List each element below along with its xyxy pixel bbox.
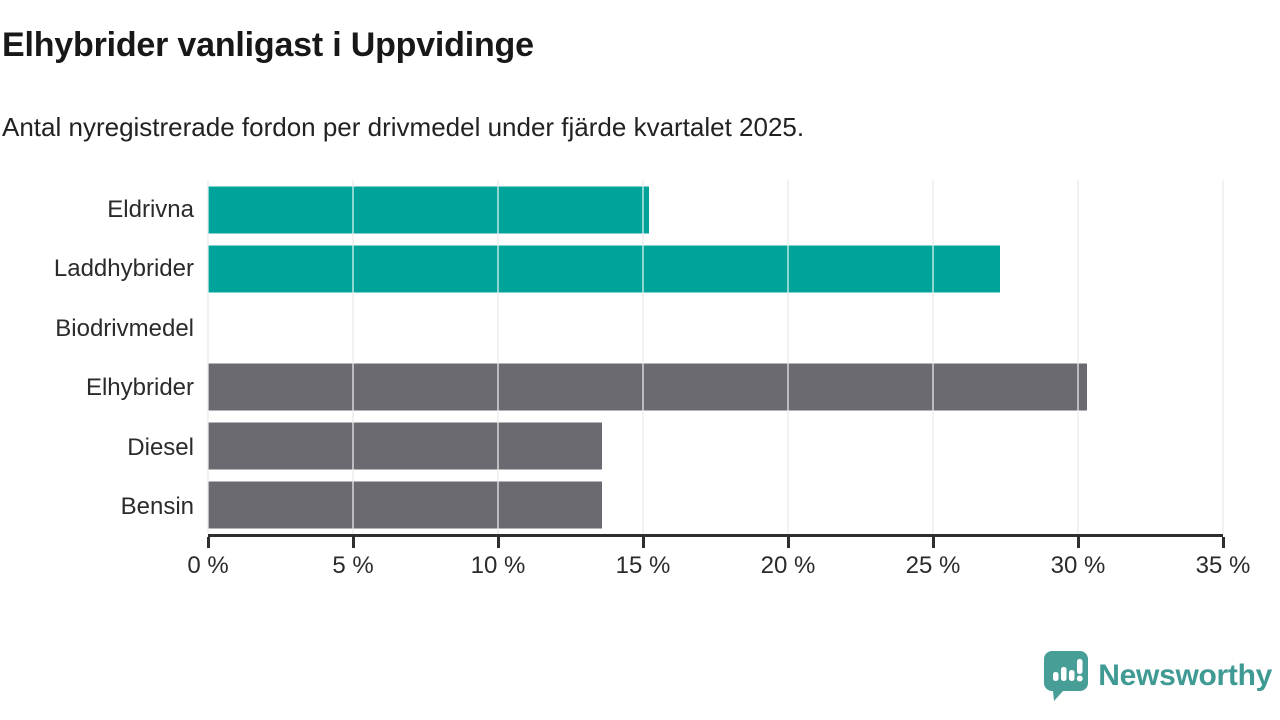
x-axis-tick-label-15: 15 % [615,552,671,579]
bar-row-eldrivna [208,180,1223,239]
bar-chart: Eldrivna Laddhybrider Biodrivmedel Elhybrid… [0,180,1250,600]
brand-logo: Newsworthy [1043,650,1272,702]
bars-container [208,180,1223,534]
x-axis-tick-30 [1076,537,1080,548]
bar-diesel [208,422,603,469]
bar-row-bensin [208,475,1223,534]
bar-row-diesel [208,416,1223,475]
gridline-overlay-10 [497,180,499,534]
x-axis-tick-label-30: 30 % [1050,552,1106,579]
x-axis-tick-label-5: 5 % [332,552,374,579]
category-label-eldrivna: Eldrivna [107,195,194,223]
x-axis-tick-label-35: 35 % [1195,552,1251,579]
gridline-overlay-20 [787,180,789,534]
x-axis-tick-15 [641,537,645,548]
gridline-overlay-15 [642,180,644,534]
x-axis-tick-label-25: 25 % [905,552,961,579]
x-axis-tick-35 [1221,537,1225,548]
category-labels: Eldrivna Laddhybrider Biodrivmedel Elhybrid… [0,180,208,537]
category-label-bensin: Bensin [120,493,194,521]
gridline-overlay-30 [1077,180,1079,534]
bar-eldrivna [208,186,649,233]
bar-laddhybrider [208,245,1000,292]
gridline-overlay-0 [207,180,209,534]
bar-bensin [208,481,603,528]
brand-name: Newsworthy [1098,659,1272,692]
bar-row-biodrivmedel [208,298,1223,357]
chart-subtitle: Antal nyregistrerade fordon per drivmede… [2,112,805,142]
category-label-elhybrider: Elhybrider [85,374,194,402]
gridline-overlay-35 [1222,180,1224,534]
plot-area: 0 % 5 % 10 % 15 % 20 % 25 % 30 % 35 % [187,180,1250,579]
x-axis-tick-10 [496,537,500,548]
category-label-biodrivmedel: Biodrivmedel [55,314,194,342]
bar-elhybrider [208,363,1087,410]
x-axis-tick-20 [786,537,790,548]
x-axis-tick-label-0: 0 % [187,552,229,579]
x-axis-tick-5 [351,537,355,548]
x-axis-tick-label-20: 20 % [760,552,816,579]
newsworthy-icon [1044,651,1089,701]
category-label-diesel: Diesel [127,433,194,461]
bar-row-laddhybrider [208,239,1223,298]
bar-row-elhybrider [208,357,1223,416]
x-axis-tick-label-10: 10 % [470,552,526,579]
gridline-overlay-5 [352,180,354,534]
gridline-overlay-25 [932,180,934,534]
category-label-laddhybrider: Laddhybrider [53,255,194,283]
x-axis-tick-0 [206,537,210,548]
x-axis-tick-25 [931,537,935,548]
page-title: Elhybrider vanligast i Uppvidinge [2,26,534,64]
